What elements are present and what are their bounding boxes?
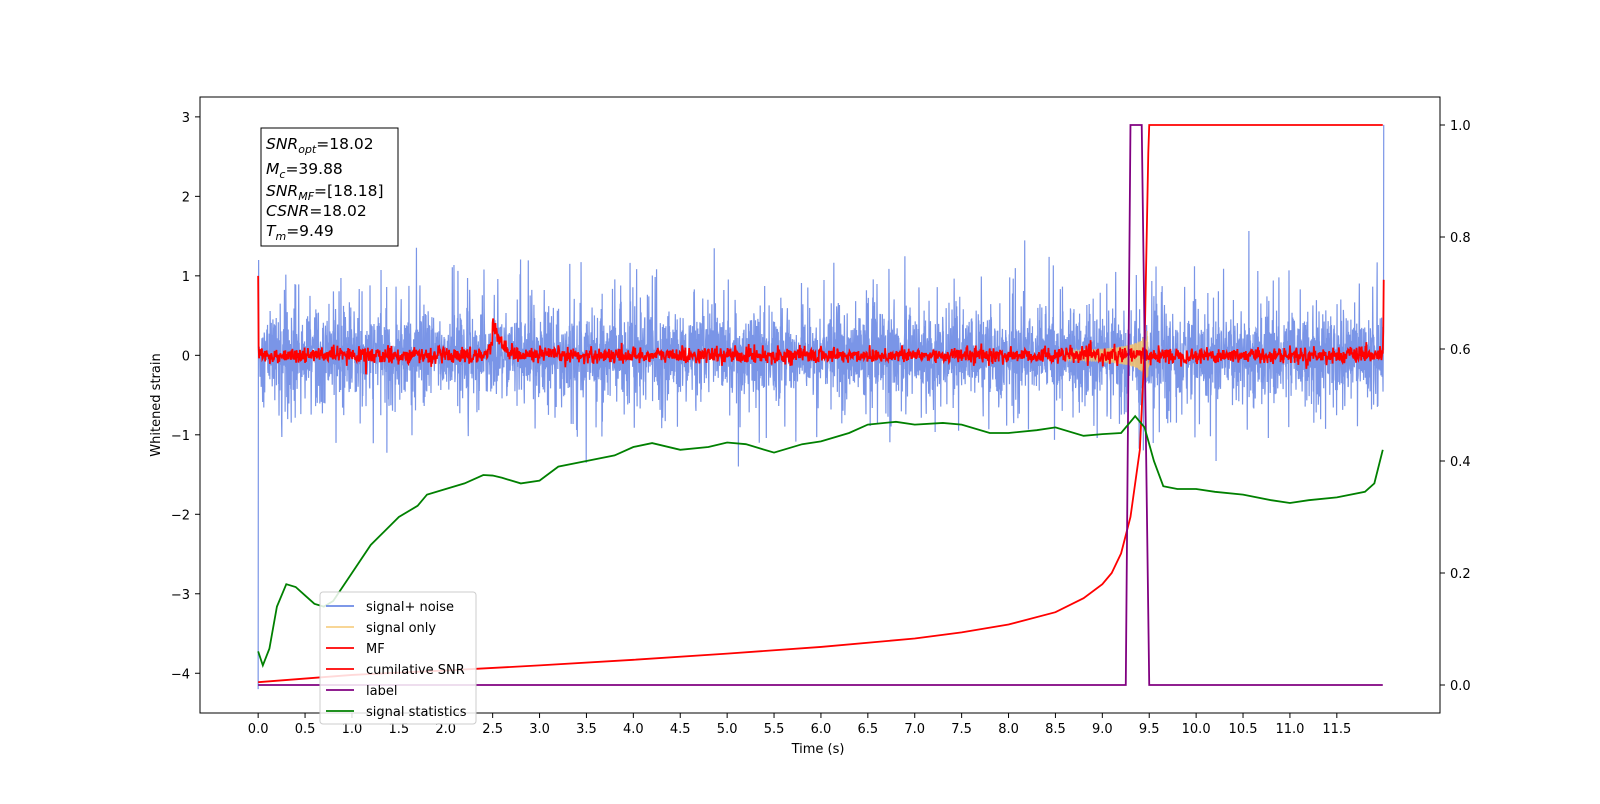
signal-statistics-line	[257, 414, 1384, 669]
x-tick-label: 5.5	[764, 722, 785, 737]
x-tick-label: 2.0	[435, 722, 456, 737]
x-tick-label: 2.5	[482, 722, 503, 737]
y-left-tick-label: −2	[171, 508, 190, 523]
x-axis-label: Time (s)	[791, 742, 845, 757]
y-left-tick-label: −4	[171, 667, 190, 682]
x-tick-label: 0.0	[248, 722, 269, 737]
cumulative-snr-line	[258, 124, 1383, 684]
x-tick-label: 3.5	[576, 722, 597, 737]
y-left-tick-label: 0	[182, 349, 190, 364]
right-axis-series	[257, 124, 1384, 686]
x-tick-label: 11.5	[1322, 722, 1351, 737]
annotation-frame	[260, 127, 399, 247]
y-right-tick-label: 0.4	[1450, 455, 1471, 470]
y-right-tick-label: 0.0	[1450, 679, 1471, 694]
x-tick-label: 10.0	[1182, 722, 1211, 737]
x-tick-label: 10.5	[1229, 722, 1258, 737]
annotation-tm: Tm=9.49	[266, 222, 334, 243]
y-right-tick-label: 0.6	[1450, 343, 1471, 358]
x-tick-label: 8.5	[1045, 722, 1066, 737]
y-right-tick-label: 0.2	[1450, 567, 1471, 582]
annotation-mc: Mc=39.88	[266, 160, 343, 181]
annotation-snr-mf: SNRMF=[18.18]	[266, 182, 384, 203]
legend-label: MF	[366, 642, 385, 657]
y-left-tick-label: 2	[182, 190, 190, 205]
x-tick-label: 6.0	[811, 722, 832, 737]
legend-label: signal+ noise	[366, 600, 454, 615]
series-mf	[257, 275, 1385, 375]
plot-frame	[199, 96, 1441, 714]
x-tick-label: 9.5	[1139, 722, 1160, 737]
x-tick-label: 8.0	[998, 722, 1019, 737]
x-tick-label: 9.0	[1092, 722, 1113, 737]
annotation-snr-opt: SNRopt=18.02	[266, 135, 374, 156]
annotation-csnr: CSNR=18.02	[266, 202, 367, 220]
x-tick-label: 5.0	[717, 722, 738, 737]
y-axis-right: 1.0 0.8 0.6 0.4 0.2 0.0	[1440, 119, 1471, 694]
y-left-tick-label: 3	[182, 111, 190, 126]
y-axis-left: 3 2 1 0 −1 −2 −3 −4	[171, 111, 200, 682]
y-left-tick-label: −3	[171, 588, 190, 603]
x-tick-label: 7.5	[951, 722, 972, 737]
x-axis: 0.0 0.5 1.0 1.5 2.0 2.5 3.0 3.5 4.0 4.5 5.0 5.5 6.0 6…	[248, 713, 1351, 737]
x-tick-label: 1.0	[342, 722, 363, 737]
y-left-tick-label: 1	[182, 270, 190, 285]
mf-line	[257, 275, 1385, 375]
x-tick-label: 0.5	[295, 722, 316, 737]
legend-frame	[319, 591, 477, 725]
y-axis-label: Whitened strain	[149, 353, 164, 456]
legend: signal+ noise signal only MF cumilative SNR…	[319, 591, 477, 725]
legend-label: label	[366, 684, 397, 699]
x-tick-label: 11.0	[1275, 722, 1304, 737]
annotation-box: SNRopt=18.02 Mc=39.88 SNRMF=[18.18] CSNR…	[260, 127, 399, 247]
legend-label: signal only	[366, 621, 436, 636]
legend-label: signal statistics	[366, 705, 467, 720]
legend-label: cumilative SNR	[366, 663, 465, 678]
x-tick-label: 3.0	[529, 722, 550, 737]
x-tick-label: 7.0	[904, 722, 925, 737]
label-line	[258, 124, 1383, 686]
x-tick-label: 6.5	[857, 722, 878, 737]
y-left-tick-label: −1	[171, 429, 190, 444]
x-tick-label: 4.0	[623, 722, 644, 737]
x-tick-label: 4.5	[670, 722, 691, 737]
y-right-tick-label: 0.8	[1450, 231, 1471, 246]
x-tick-label: 1.5	[389, 722, 410, 737]
y-right-tick-label: 1.0	[1450, 119, 1471, 134]
